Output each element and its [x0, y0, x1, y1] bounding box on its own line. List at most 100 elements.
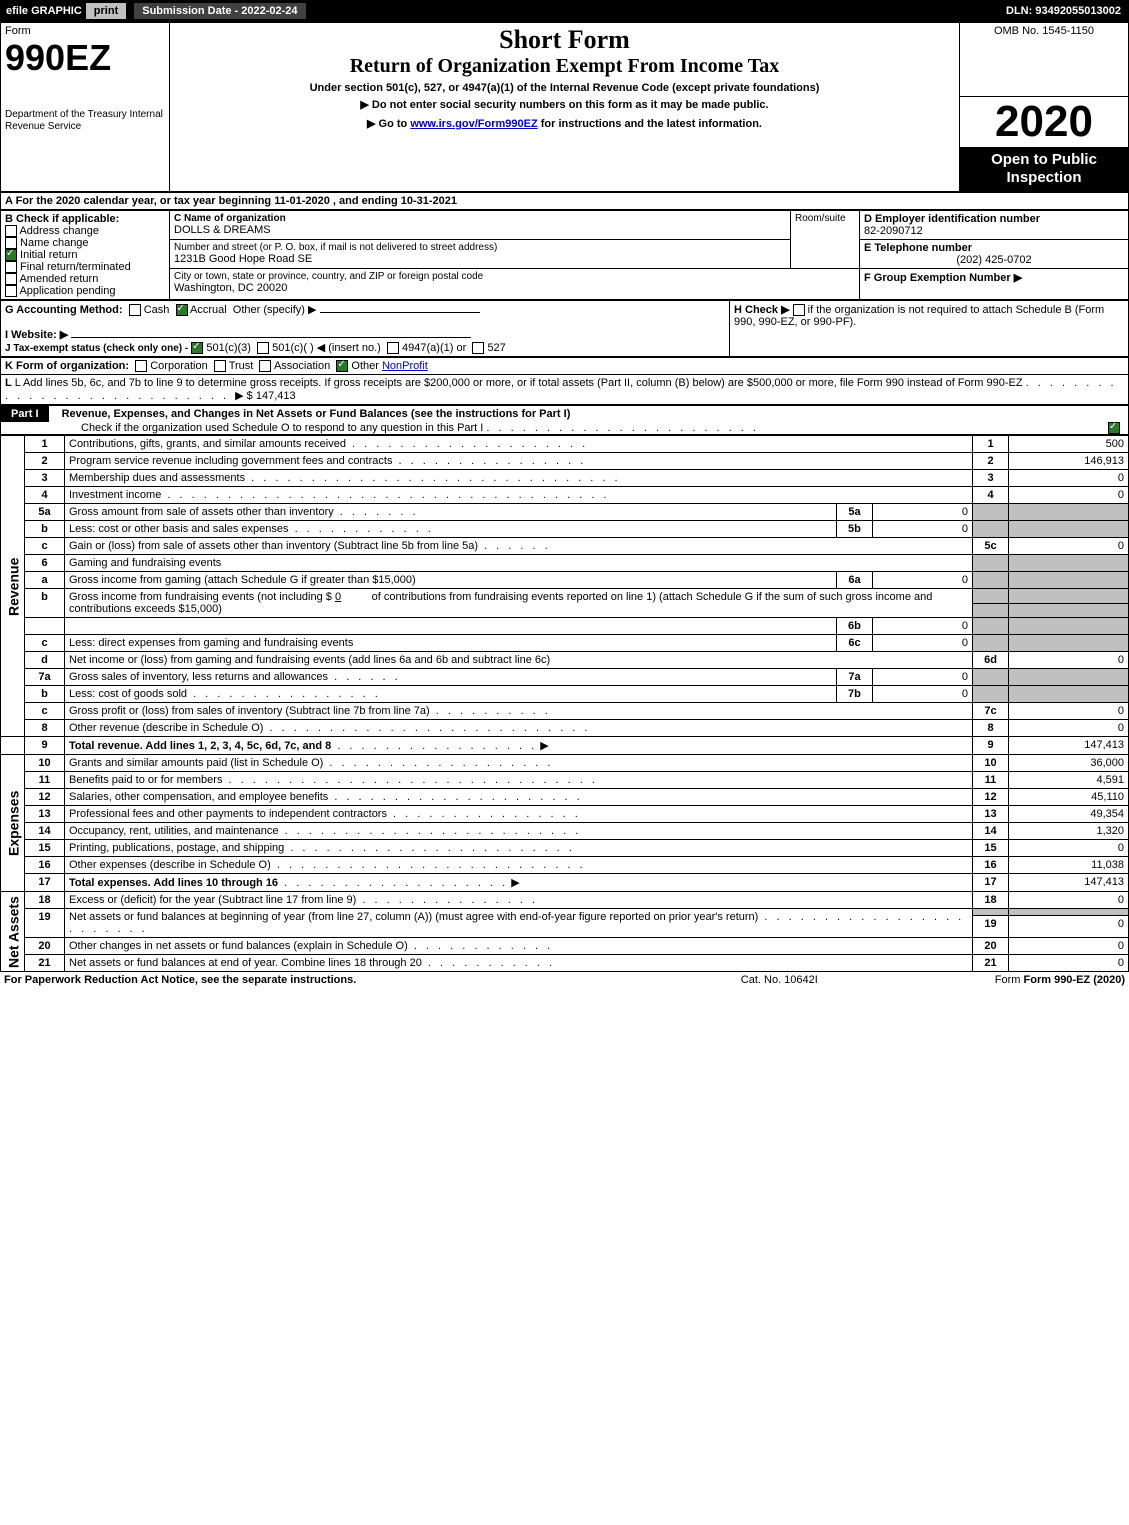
submission-date: Submission Date - 2022-02-24 — [134, 3, 305, 19]
l6c-samt: 0 — [872, 635, 972, 652]
l7c-desc: Gross profit or (loss) from sales of inv… — [65, 703, 973, 720]
open-public: Open to Public Inspection — [960, 147, 1128, 191]
l5c-n: c — [25, 538, 65, 555]
other-checkbox[interactable] — [336, 360, 348, 372]
l19-num: 19 — [973, 915, 1009, 937]
l9-amt: 147,413 — [1009, 737, 1129, 755]
l7b-snum: 7b — [836, 686, 872, 703]
l7c-num: 7c — [973, 703, 1009, 720]
l19-desc: Net assets or fund balances at beginning… — [65, 909, 973, 938]
accrual-label: Accrual — [190, 304, 227, 316]
l6-desc: Gaming and fundraising events — [65, 555, 973, 572]
form-number: 990EZ — [5, 37, 165, 79]
l13-n: 13 — [25, 806, 65, 823]
l2-n: 2 — [25, 453, 65, 470]
l6d-amt: 0 — [1009, 652, 1129, 669]
boxb-checkbox[interactable] — [5, 225, 17, 237]
l13-desc: Professional fees and other payments to … — [65, 806, 973, 823]
l18-n: 18 — [25, 892, 65, 909]
print-button[interactable]: print — [86, 3, 126, 19]
l6d-desc: Net income or (loss) from gaming and fun… — [65, 652, 973, 669]
l7b-n: b — [25, 686, 65, 703]
tax-year: 2020 — [960, 97, 1128, 147]
accrual-checkbox[interactable] — [176, 304, 188, 316]
4947-label: 4947(a)(1) or — [402, 342, 466, 354]
box-b-label: B Check if applicable: — [5, 213, 165, 225]
assoc-checkbox[interactable] — [259, 360, 271, 372]
l8-num: 8 — [973, 720, 1009, 737]
boxb-label: Application pending — [17, 285, 115, 297]
dept-label: Department of the Treasury Internal Reve… — [5, 109, 165, 133]
box-d-label: D Employer identification number — [864, 213, 1124, 225]
l15-num: 15 — [973, 840, 1009, 857]
addr-label: Number and street (or P. O. box, if mail… — [174, 242, 786, 253]
line-h-label: H Check ▶ — [734, 304, 790, 316]
revenue-vlabel: Revenue — [1, 436, 25, 737]
title: Short Form — [174, 25, 955, 55]
other-value[interactable]: NonProfit — [382, 360, 428, 372]
trust-checkbox[interactable] — [214, 360, 226, 372]
dln: DLN: 93492055013002 — [1006, 5, 1121, 17]
l5b-samt: 0 — [872, 521, 972, 538]
l4-amt: 0 — [1009, 487, 1129, 504]
501c-checkbox[interactable] — [257, 342, 269, 354]
501c3-label: 501(c)(3) — [206, 342, 251, 354]
l5a-snum: 5a — [836, 504, 872, 521]
l16-amt: 11,038 — [1009, 857, 1129, 874]
l11-amt: 4,591 — [1009, 772, 1129, 789]
box-f-label: F Group Exemption Number ▶ — [864, 272, 1022, 284]
l5b-snum: 5b — [836, 521, 872, 538]
part1-title: Part I — [1, 406, 49, 422]
boxb-checkbox[interactable] — [5, 285, 17, 297]
netassets-vlabel: Net Assets — [1, 892, 25, 972]
boxb-label: Address change — [17, 225, 99, 237]
subtitle: Return of Organization Exempt From Incom… — [174, 55, 955, 78]
instructions-link[interactable]: www.irs.gov/Form990EZ — [410, 118, 537, 130]
l11-desc: Benefits paid to or for members . . . . … — [65, 772, 973, 789]
527-checkbox[interactable] — [472, 342, 484, 354]
l5c-amt: 0 — [1009, 538, 1129, 555]
subtitle2: Under section 501(c), 527, or 4947(a)(1)… — [174, 82, 955, 94]
boxb-checkbox[interactable] — [5, 273, 17, 285]
l16-n: 16 — [25, 857, 65, 874]
boxb-checkbox[interactable] — [5, 261, 17, 273]
omb: OMB No. 1545-1150 — [964, 25, 1124, 37]
l18-desc: Excess or (deficit) for the year (Subtra… — [65, 892, 973, 909]
boxb-item: Application pending — [5, 285, 165, 297]
l16-desc: Other expenses (describe in Schedule O) … — [65, 857, 973, 874]
l16-num: 16 — [973, 857, 1009, 874]
footer-right: Form Form 990-EZ (2020) — [862, 972, 1129, 988]
l6a-snum: 6a — [836, 572, 872, 589]
l5a-desc: Gross amount from sale of assets other t… — [65, 504, 837, 521]
l8-desc: Other revenue (describe in Schedule O) .… — [65, 720, 973, 737]
boxb-item: Amended return — [5, 273, 165, 285]
l1-n: 1 — [25, 436, 65, 453]
l6a-desc: Gross income from gaming (attach Schedul… — [65, 572, 837, 589]
line-h-checkbox[interactable] — [793, 304, 805, 316]
form-header: Form 990EZ Department of the Treasury In… — [0, 22, 1129, 192]
l4-n: 4 — [25, 487, 65, 504]
line-k: K Form of organization: Corporation Trus… — [1, 358, 1129, 375]
l10-amt: 36,000 — [1009, 755, 1129, 772]
l20-n: 20 — [25, 938, 65, 955]
4947-checkbox[interactable] — [387, 342, 399, 354]
l15-n: 15 — [25, 840, 65, 857]
l17-amt: 147,413 — [1009, 874, 1129, 892]
l5a-gray2 — [1009, 504, 1129, 521]
l21-n: 21 — [25, 955, 65, 972]
part1-checkbox[interactable] — [1108, 422, 1120, 434]
l15-amt: 0 — [1009, 840, 1129, 857]
corp-checkbox[interactable] — [135, 360, 147, 372]
l2-num: 2 — [973, 453, 1009, 470]
boxb-item: Name change — [5, 237, 165, 249]
line-i-label: I Website: ▶ — [5, 329, 68, 341]
cash-checkbox[interactable] — [129, 304, 141, 316]
l6b-snum: 6b — [836, 618, 872, 635]
501c3-checkbox[interactable] — [191, 342, 203, 354]
boxb-checkbox[interactable] — [5, 249, 17, 261]
l7c-n: c — [25, 703, 65, 720]
boxb-label: Final return/terminated — [17, 261, 131, 273]
footer-left: For Paperwork Reduction Act Notice, see … — [0, 972, 697, 988]
l19-n: 19 — [25, 909, 65, 938]
l5a-gray — [973, 504, 1009, 521]
